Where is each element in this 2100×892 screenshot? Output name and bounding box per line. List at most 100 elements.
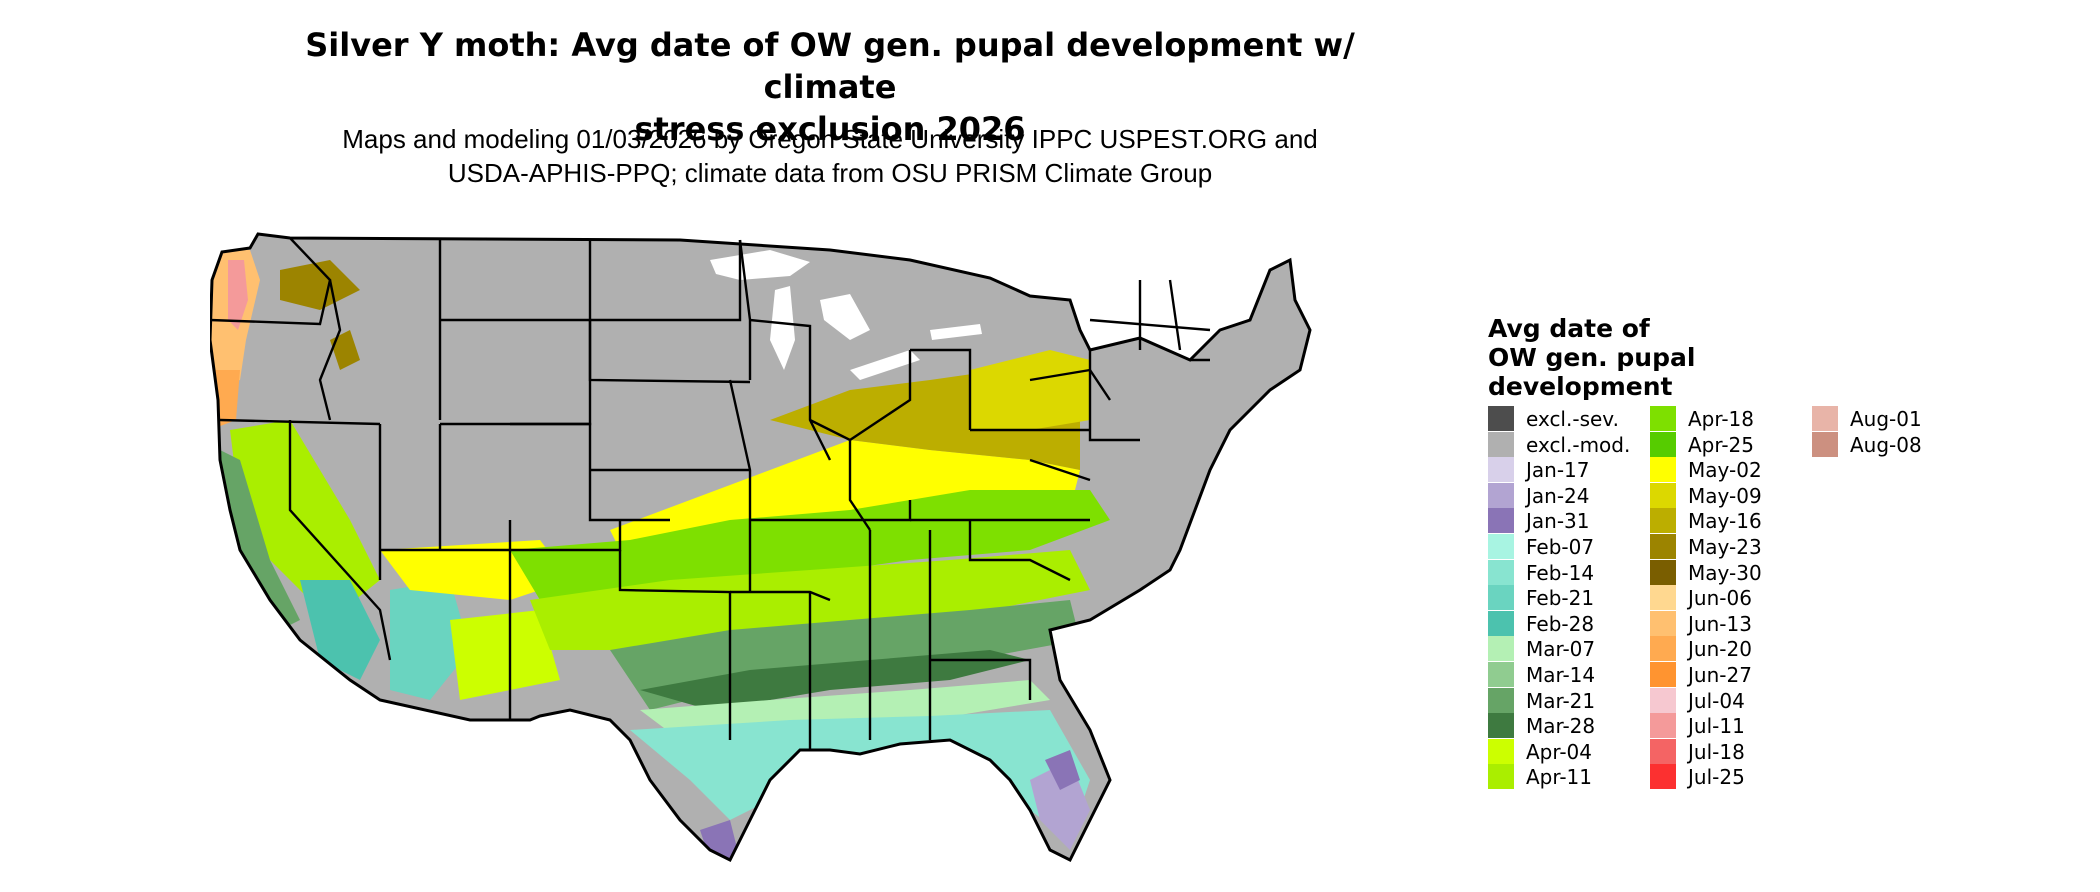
legend-item: Mar-07 bbox=[1488, 636, 1638, 662]
legend-swatch bbox=[1488, 406, 1514, 431]
map-title-line1: Silver Y moth: Avg date of OW gen. pupal… bbox=[305, 26, 1355, 106]
legend-item: Feb-21 bbox=[1488, 585, 1638, 611]
legend-item: Jun-27 bbox=[1650, 662, 1800, 688]
legend-item: Aug-08 bbox=[1812, 431, 1962, 458]
legend-label: Feb-14 bbox=[1526, 560, 1595, 585]
legend-label: excl.-sev. bbox=[1526, 407, 1619, 431]
legend-label: Mar-07 bbox=[1526, 637, 1596, 662]
legend-item: Jan-24 bbox=[1488, 482, 1638, 509]
zone-arizona-desert bbox=[390, 580, 470, 700]
legend-swatch bbox=[1488, 457, 1514, 483]
legend-label: May-23 bbox=[1688, 535, 1762, 559]
legend-label: Jun-06 bbox=[1688, 586, 1752, 611]
legend-swatch bbox=[1650, 431, 1676, 457]
legend-swatch bbox=[1650, 585, 1676, 611]
zone-mar-dark-band bbox=[640, 650, 1030, 710]
map-subtitle-line1: Maps and modeling 01/03/2026 by Oregon S… bbox=[342, 124, 1318, 154]
zone-snake-river bbox=[330, 330, 360, 370]
legend-swatch bbox=[1650, 406, 1676, 431]
map-title: Silver Y moth: Avg date of OW gen. pupal… bbox=[240, 24, 1420, 150]
legend-swatch bbox=[1650, 508, 1676, 534]
us-map-svg bbox=[210, 232, 1312, 863]
legend-item: May-09 bbox=[1650, 482, 1800, 509]
lake-erie bbox=[850, 350, 920, 380]
legend-item: Feb-14 bbox=[1488, 559, 1638, 586]
legend-label: May-02 bbox=[1688, 458, 1762, 483]
legend-item: May-30 bbox=[1650, 559, 1800, 586]
legend-label: Jan-24 bbox=[1526, 483, 1590, 508]
legend-item: Aug-01 bbox=[1812, 406, 1962, 432]
legend-label: Mar-28 bbox=[1526, 714, 1596, 739]
legend-swatch bbox=[1650, 482, 1676, 508]
legend-label: Mar-14 bbox=[1526, 663, 1596, 687]
legend-swatch bbox=[1488, 585, 1514, 611]
zone-florida-dark-purple bbox=[1045, 750, 1080, 790]
legend-item: Apr-25 bbox=[1650, 431, 1800, 458]
legend-swatch bbox=[1488, 636, 1514, 662]
us-outline bbox=[210, 232, 1312, 863]
legend-item: Apr-04 bbox=[1488, 738, 1638, 765]
us-map bbox=[210, 220, 1470, 890]
legend-swatch bbox=[1650, 713, 1676, 739]
legend-item: May-23 bbox=[1650, 534, 1800, 560]
legend-label: Aug-01 bbox=[1850, 407, 1922, 431]
legend-item: Jun-20 bbox=[1650, 636, 1800, 662]
legend-title-line1: Avg date of bbox=[1488, 314, 1650, 343]
legend-swatch bbox=[1488, 662, 1514, 687]
legend-label: Aug-08 bbox=[1850, 432, 1922, 457]
legend-title: Avg date of OW gen. pupal development bbox=[1488, 314, 1748, 401]
legend-item: Feb-28 bbox=[1488, 610, 1638, 637]
legend-label: Feb-07 bbox=[1526, 535, 1595, 559]
legend-item: Jan-31 bbox=[1488, 508, 1638, 534]
legend-item: excl.-sev. bbox=[1488, 406, 1638, 432]
legend-label: Apr-04 bbox=[1526, 739, 1592, 764]
legend-label: Jul-18 bbox=[1688, 739, 1745, 764]
legend-label: Jul-25 bbox=[1688, 765, 1745, 790]
legend-label: May-09 bbox=[1688, 483, 1762, 508]
legend-swatch bbox=[1488, 713, 1514, 739]
legend-item: Apr-18 bbox=[1650, 406, 1800, 432]
zone-new-mexico-south bbox=[450, 610, 560, 700]
legend-label: Jul-04 bbox=[1688, 688, 1745, 713]
legend-swatch bbox=[1650, 764, 1676, 790]
legend-swatch bbox=[1488, 559, 1514, 585]
legend-item: Jan-17 bbox=[1488, 457, 1638, 483]
legend-swatch bbox=[1488, 482, 1514, 508]
legend-item: Jun-06 bbox=[1650, 585, 1800, 611]
legend-item: May-16 bbox=[1650, 508, 1800, 534]
legend-label: May-16 bbox=[1688, 509, 1762, 534]
legend-item: Feb-07 bbox=[1488, 534, 1638, 560]
legend-swatch bbox=[1488, 534, 1514, 559]
legend-swatch bbox=[1650, 687, 1676, 713]
lake-ontario bbox=[930, 324, 982, 340]
legend-label: Apr-11 bbox=[1526, 765, 1592, 790]
legend-swatch bbox=[1650, 610, 1676, 636]
legend-title-line2: OW gen. pupal bbox=[1488, 343, 1696, 372]
legend-swatch bbox=[1488, 508, 1514, 534]
legend-swatch bbox=[1650, 636, 1676, 662]
zone-pacific-pink bbox=[228, 260, 248, 330]
map-subtitle: Maps and modeling 01/03/2026 by Oregon S… bbox=[240, 122, 1420, 190]
legend-item: Apr-11 bbox=[1488, 764, 1638, 790]
state-boundaries bbox=[210, 237, 1211, 750]
legend-label: Apr-25 bbox=[1688, 432, 1754, 457]
lake-superior bbox=[710, 250, 810, 280]
zone-virginia-olive bbox=[970, 350, 1090, 430]
lake-huron bbox=[820, 294, 870, 340]
legend-item: Jul-04 bbox=[1650, 687, 1800, 714]
legend: Avg date of OW gen. pupal development ex… bbox=[1488, 314, 2088, 790]
legend-item: Jun-13 bbox=[1650, 610, 1800, 637]
legend-swatch bbox=[1812, 406, 1838, 431]
legend-label: May-30 bbox=[1688, 560, 1762, 585]
legend-swatch bbox=[1488, 610, 1514, 636]
legend-swatch bbox=[1488, 431, 1514, 457]
legend-swatch bbox=[1812, 431, 1838, 457]
legend-swatch bbox=[1488, 738, 1514, 764]
legend-title-line3: development bbox=[1488, 372, 1673, 401]
legend-swatch bbox=[1650, 457, 1676, 483]
legend-label: Feb-28 bbox=[1526, 611, 1595, 636]
zone-columbia-basin bbox=[280, 260, 360, 310]
legend-item: Mar-21 bbox=[1488, 687, 1638, 714]
legend-item: May-02 bbox=[1650, 457, 1800, 483]
legend-swatch bbox=[1650, 738, 1676, 764]
